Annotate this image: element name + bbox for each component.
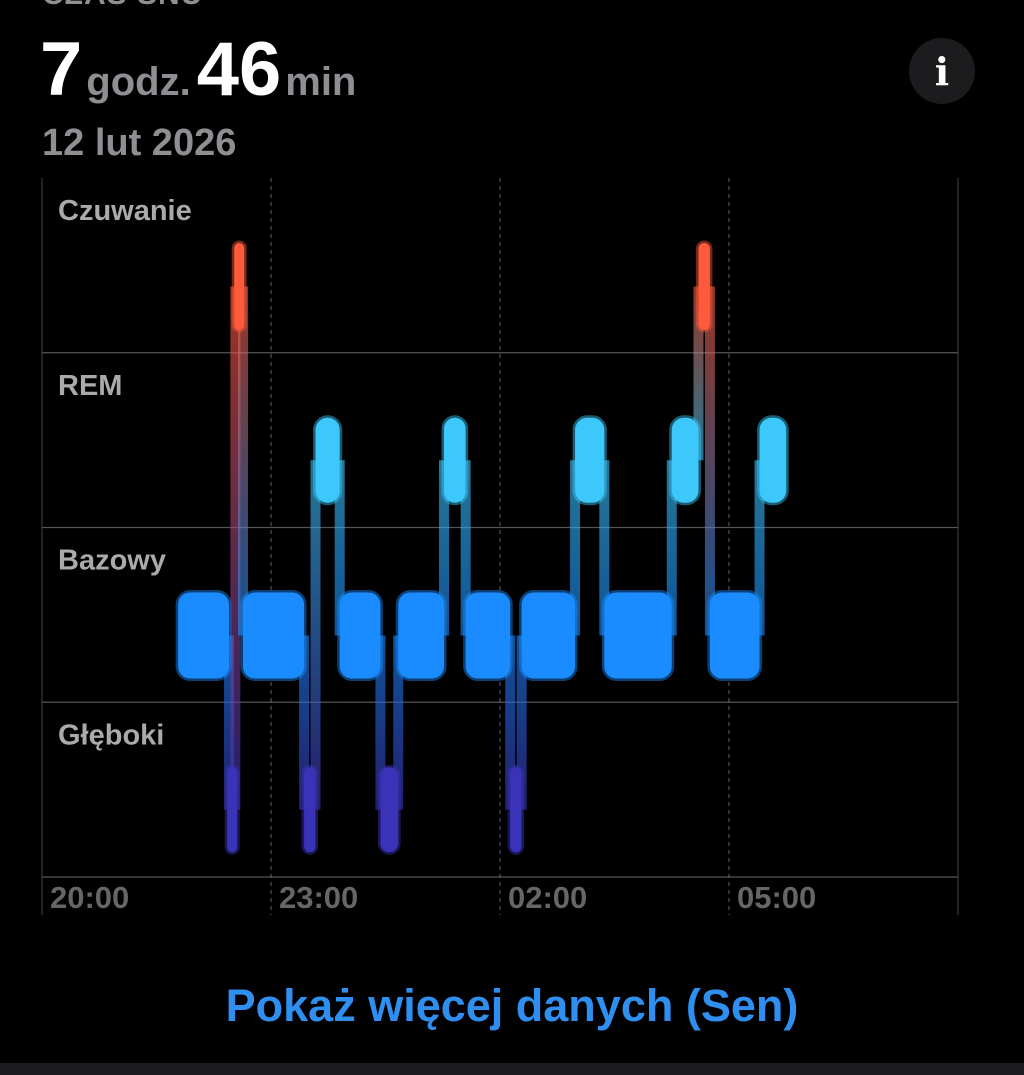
x-tick-label: 23:00	[279, 880, 358, 915]
section-label: CZAS SNU	[42, 0, 203, 12]
sleep-segment-głęboki	[507, 764, 525, 855]
hours-value: 7	[40, 27, 83, 112]
sleep-segment-rem	[757, 415, 789, 506]
sleep-segment-bazowy	[175, 590, 232, 681]
sleep-segment-bazowy	[395, 590, 447, 681]
sleep-segment-głęboki	[224, 764, 240, 855]
stage-label: Czuwanie	[58, 195, 192, 227]
sleep-segment-bazowy	[707, 590, 763, 681]
sleep-segment-rem	[313, 415, 343, 506]
hours-unit: godz.	[86, 60, 191, 104]
x-tick-label: 20:00	[50, 880, 129, 915]
sleep-segment-bazowy	[519, 590, 578, 681]
sleep-segment-czuwanie	[695, 240, 713, 333]
info-icon: i	[934, 48, 950, 94]
sleep-segment-głęboki	[301, 764, 319, 855]
sleep-segment-bazowy	[240, 590, 307, 681]
sleep-segment-bazowy	[463, 590, 513, 681]
sleep-segment-czuwanie	[231, 240, 247, 333]
sleep-segment-rem	[669, 415, 701, 506]
sleep-segment-rem	[572, 415, 607, 506]
sleep-segment-bazowy	[337, 590, 383, 681]
minutes-unit: min	[285, 60, 357, 104]
show-more-sleep-data-link[interactable]: Pokaż więcej danych (Sen)	[225, 980, 799, 1031]
sleep-duration: 7 godz.46 min	[40, 26, 362, 113]
bottom-bar	[0, 1063, 1024, 1075]
sleep-segment-rem	[441, 415, 469, 506]
sleep-segment-bazowy	[601, 590, 675, 681]
info-button[interactable]: i	[909, 38, 975, 104]
stage-label: Bazowy	[58, 545, 166, 577]
sleep-segment-głęboki	[377, 764, 401, 855]
sleep-stages-chart: 20:00 23:00 02:00 05:00 Czuwanie REM Bazowy Głę…	[41, 178, 959, 915]
x-tick-label: 02:00	[508, 880, 587, 915]
minutes-value: 46	[196, 27, 282, 112]
sleep-date: 12 lut 2026	[42, 122, 237, 164]
stage-label: REM	[58, 370, 122, 402]
stage-label: Głęboki	[58, 719, 164, 751]
x-tick-label: 05:00	[737, 880, 816, 915]
